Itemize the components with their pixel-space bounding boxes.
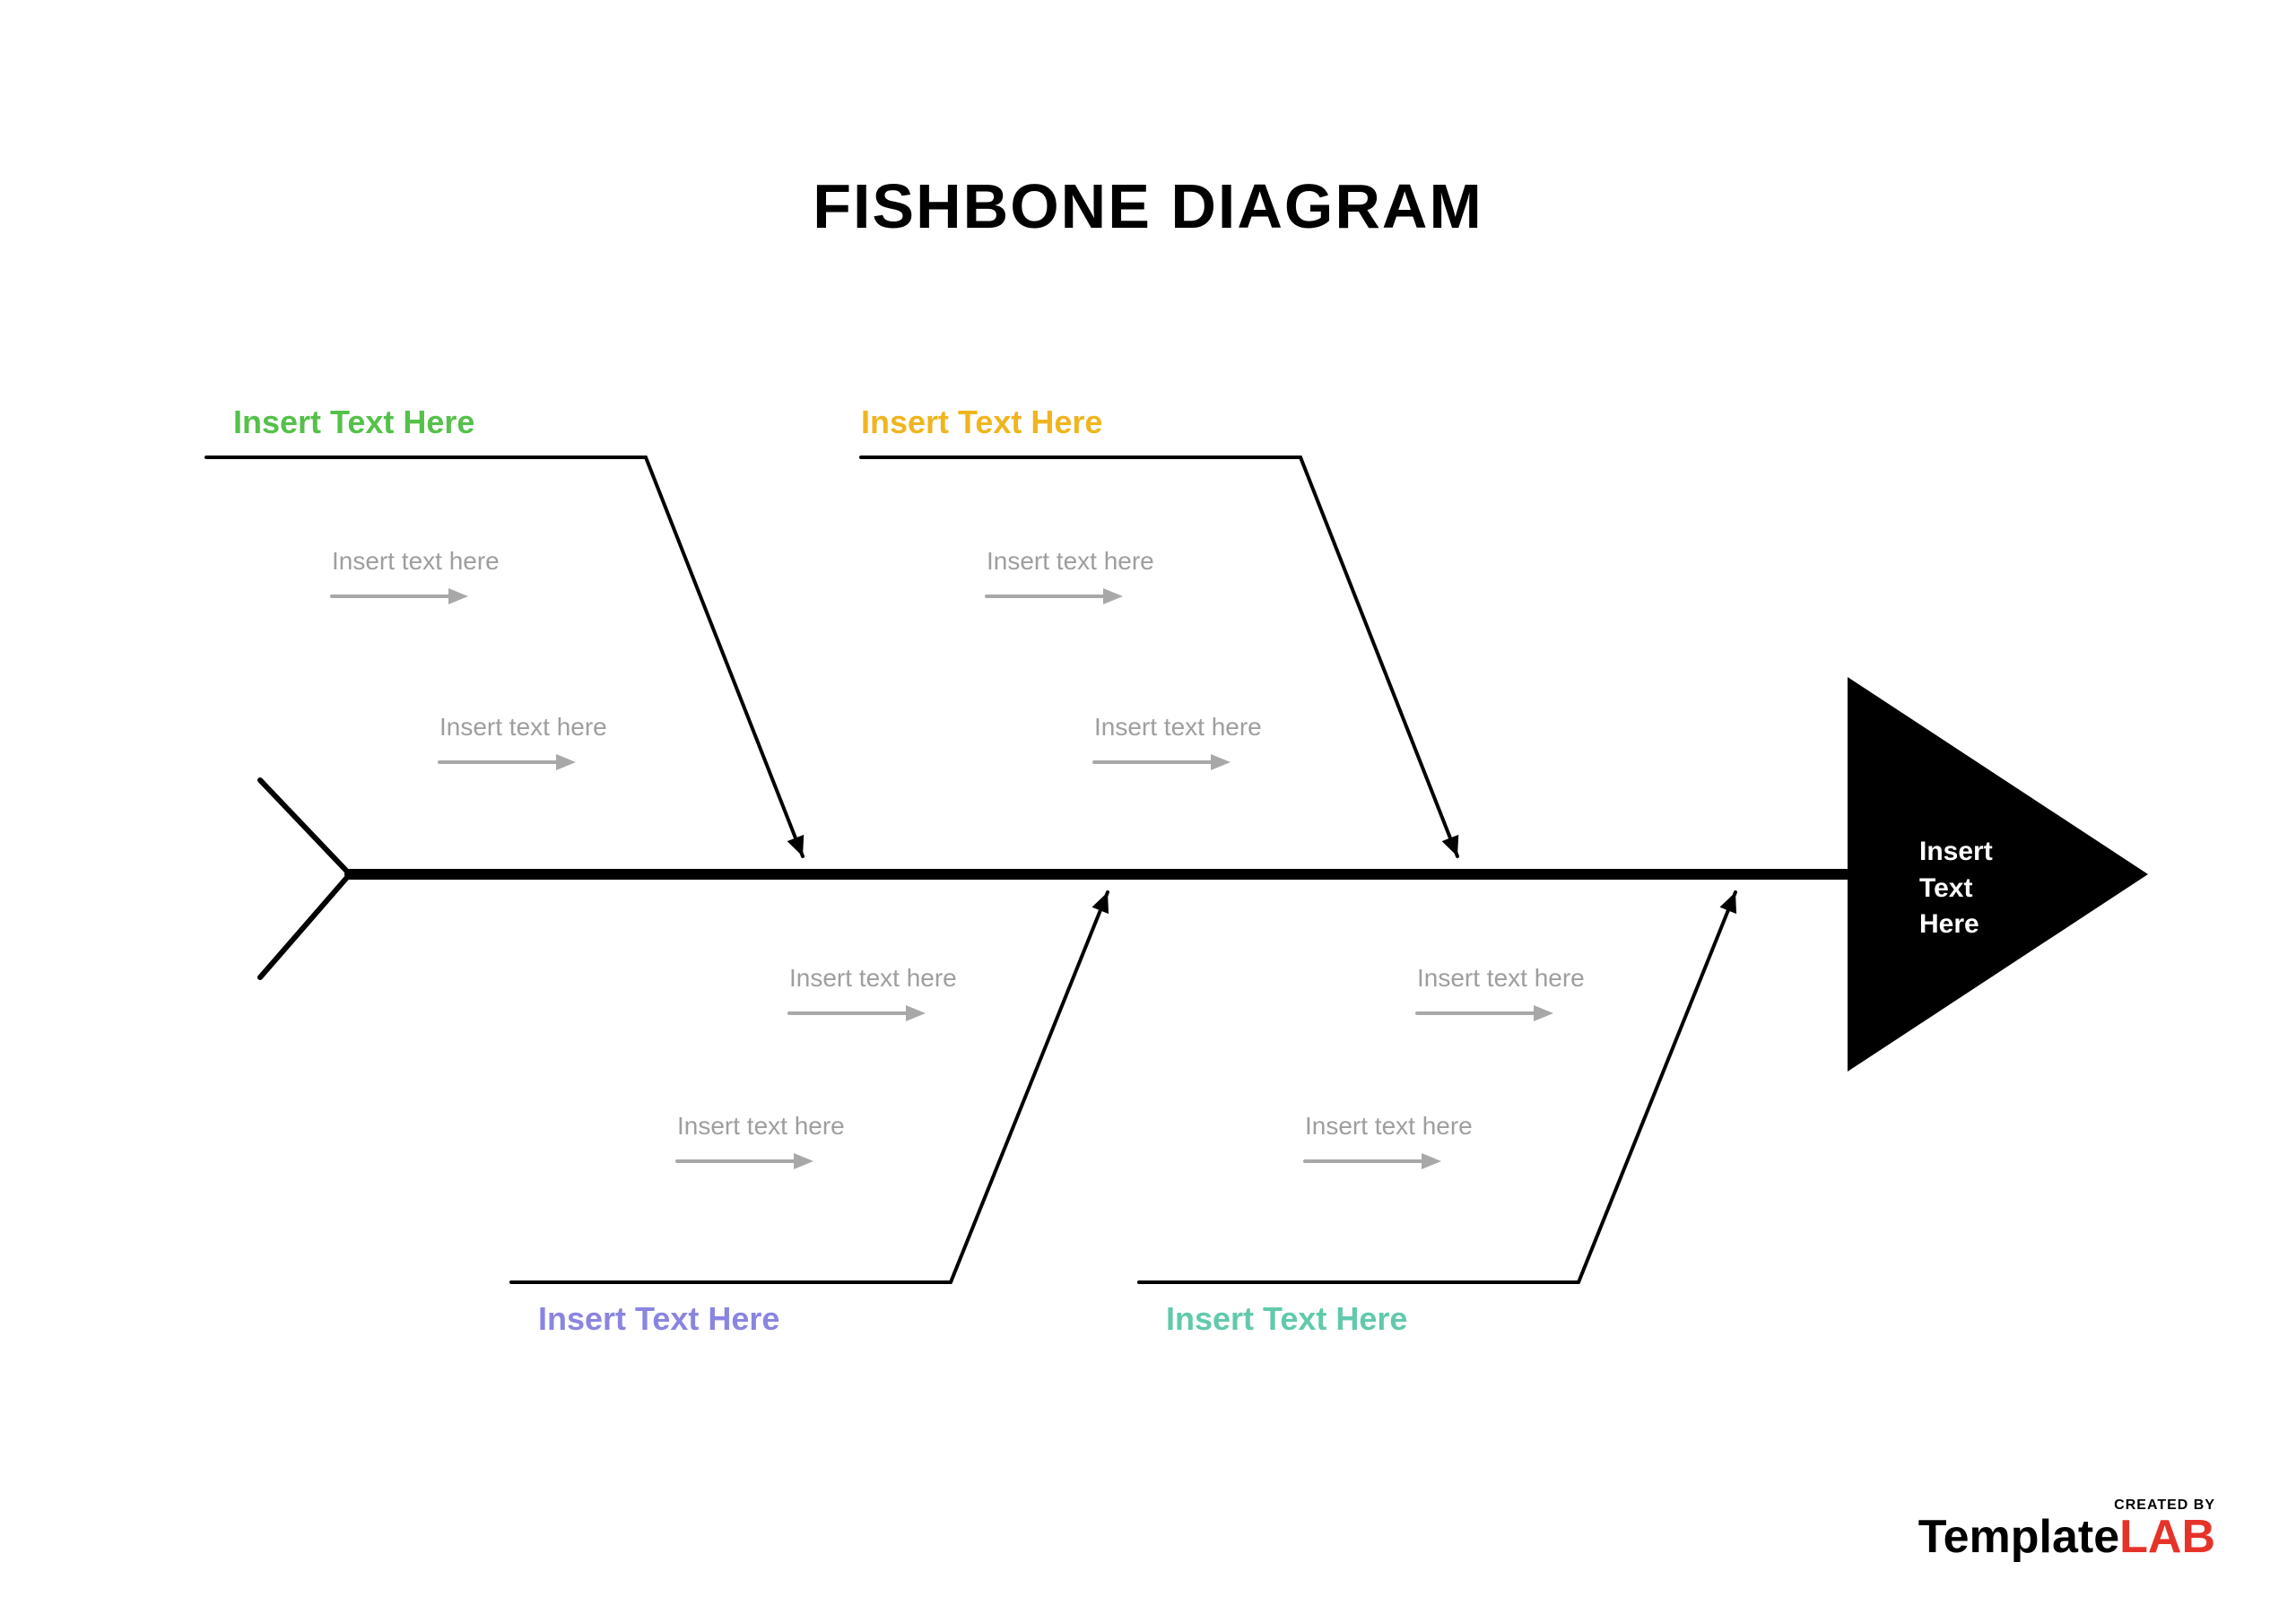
head-label: InsertTextHere [1919,834,1993,943]
cause-arrowhead-bottom-right-0 [1534,1005,1553,1021]
bone-header-top-right: Insert Text Here [861,404,1102,441]
bone-header-bottom-left: Insert Text Here [538,1300,779,1338]
bone-header-top-left: Insert Text Here [233,404,474,441]
cause-arrowhead-top-right-0 [1103,588,1123,604]
cause-arrowhead-bottom-left-0 [906,1005,926,1021]
tail-bottom [260,874,350,977]
cause-label-bottom-left-1: Insert text here [677,1112,845,1141]
tail-top [260,780,350,874]
cause-arrowhead-bottom-left-1 [794,1153,813,1169]
cause-label-top-left-1: Insert text here [439,713,607,742]
cause-label-top-right-1: Insert text here [1094,713,1262,742]
cause-arrowhead-top-right-1 [1211,754,1231,770]
cause-arrowhead-top-left-0 [448,588,468,604]
footer-brand: TemplateLAB [1918,1514,2215,1560]
bone-diag-top-left [646,457,803,856]
bone-diag-bottom-right [1578,892,1735,1282]
fish-head [1848,677,2148,1072]
cause-label-top-right-0: Insert text here [987,547,1154,576]
bone-diag-top-right [1300,457,1457,856]
cause-label-bottom-left-0: Insert text here [789,964,957,993]
cause-arrowhead-top-left-1 [556,754,576,770]
cause-arrowhead-bottom-right-1 [1422,1153,1441,1169]
bone-header-bottom-right: Insert Text Here [1166,1300,1407,1338]
cause-label-bottom-right-0: Insert text here [1417,964,1585,993]
footer-brand-part2: LAB [2119,1511,2215,1563]
cause-label-top-left-0: Insert text here [332,547,500,576]
footer-brand-part1: Template [1918,1511,2119,1563]
cause-label-bottom-right-1: Insert text here [1305,1112,1473,1141]
fishbone-svg [0,0,2296,1623]
bone-diag-bottom-left [951,892,1108,1282]
footer: CREATED BY TemplateLAB [1918,1497,2215,1560]
